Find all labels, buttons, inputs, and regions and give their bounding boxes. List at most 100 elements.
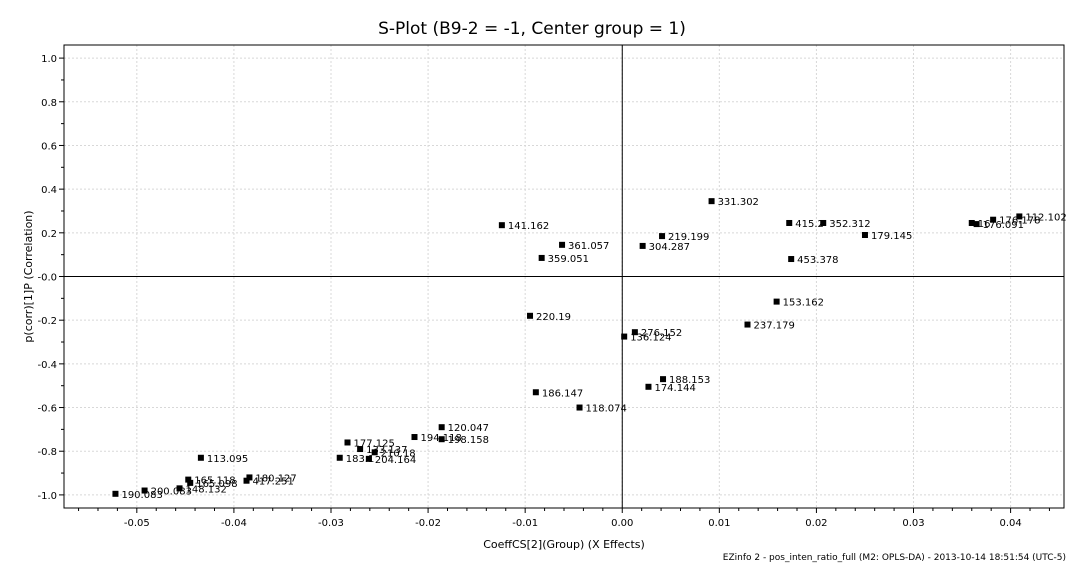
- point-label: 237.179: [753, 321, 794, 332]
- point-label: 200.083: [151, 487, 192, 498]
- point-label: 331.302: [718, 197, 759, 208]
- point-label: 133.137: [366, 445, 407, 456]
- data-point[interactable]: [357, 446, 364, 453]
- point-label: 304.287: [649, 242, 690, 253]
- y-tick-label: -1.0: [37, 491, 57, 502]
- point-label: 165.098: [196, 479, 237, 490]
- data-point[interactable]: [498, 222, 505, 229]
- data-point[interactable]: [786, 219, 793, 226]
- point-label: 210.18: [381, 448, 416, 459]
- data-point[interactable]: [990, 216, 997, 223]
- point-label: 219.199: [668, 232, 709, 243]
- chart-title: S-Plot (B9-2 = -1, Center group = 1): [378, 19, 686, 39]
- point-label: 120.047: [448, 423, 489, 434]
- point-label: 204.164: [375, 455, 416, 466]
- x-tick-label: -0.02: [415, 518, 441, 529]
- y-tick-label: 0.8: [41, 98, 57, 109]
- data-point[interactable]: [645, 383, 652, 390]
- data-point[interactable]: [576, 404, 583, 411]
- x-tick-label: -0.05: [124, 518, 150, 529]
- point-label: 177.125: [353, 438, 394, 449]
- y-tick-label: 1.0: [41, 54, 57, 65]
- point-label: 183.1: [346, 454, 375, 465]
- x-tick-label: 0.04: [999, 518, 1021, 529]
- data-point[interactable]: [532, 389, 539, 396]
- data-point[interactable]: [185, 476, 192, 483]
- data-point[interactable]: [788, 256, 795, 263]
- data-point[interactable]: [246, 474, 253, 481]
- point-label: 16: [978, 219, 991, 230]
- point-label: 359.051: [548, 254, 589, 265]
- y-tick-label: -0.2: [37, 316, 57, 327]
- y-tick-label: 0.6: [41, 141, 57, 152]
- point-label: 112.102: [1025, 212, 1066, 223]
- x-tick-label: 0.00: [611, 518, 633, 529]
- point-label: 141.162: [508, 221, 549, 232]
- data-point[interactable]: [744, 321, 751, 328]
- x-tick-label: 0.02: [805, 518, 827, 529]
- y-tick-label: 0.2: [41, 229, 57, 240]
- y-tick-label: -0.8: [37, 447, 57, 458]
- data-point[interactable]: [639, 242, 646, 249]
- y-tick-label: 0.4: [41, 185, 57, 196]
- data-point[interactable]: [438, 424, 445, 431]
- data-point[interactable]: [344, 439, 351, 446]
- data-point[interactable]: [973, 221, 980, 228]
- axis-ticks: -0.05 -0.04 -0.03 -0.02 -0.01 0.00 0.01 0.02 0.0…: [37, 54, 1050, 529]
- data-point[interactable]: [141, 487, 148, 494]
- zero-lines: [64, 45, 1064, 508]
- x-tick-label: 0.03: [902, 518, 924, 529]
- data-point[interactable]: [773, 298, 780, 305]
- data-point[interactable]: [411, 434, 418, 441]
- data-point[interactable]: [708, 198, 715, 205]
- data-point[interactable]: [621, 333, 628, 340]
- y-tick-label: -0.0: [37, 273, 57, 284]
- data-point[interactable]: [176, 485, 183, 492]
- data-point[interactable]: [527, 312, 534, 319]
- y-tick-label: -0.4: [37, 360, 57, 371]
- data-point[interactable]: [365, 455, 372, 462]
- x-axis-label: CoeffCS[2](Group) (X Effects): [483, 538, 645, 551]
- data-point[interactable]: [631, 329, 638, 336]
- x-tick-label: -0.01: [512, 518, 538, 529]
- data-point[interactable]: [197, 454, 204, 461]
- data-point[interactable]: [660, 376, 667, 383]
- x-tick-label: 0.01: [708, 518, 730, 529]
- data-point[interactable]: [861, 232, 868, 239]
- point-label: 361.057: [568, 241, 609, 252]
- point-label: 415.2: [795, 219, 824, 230]
- point-label: 118.074: [586, 404, 627, 415]
- point-label: 188.153: [669, 375, 710, 386]
- point-label: 220.19: [536, 312, 571, 323]
- data-point[interactable]: [438, 436, 445, 443]
- point-label: 176.178: [999, 216, 1040, 227]
- point-label: 180.127: [255, 473, 296, 484]
- data-point[interactable]: [336, 454, 343, 461]
- data-point[interactable]: [659, 233, 666, 240]
- data-point[interactable]: [187, 479, 194, 486]
- point-label: 176.091: [983, 220, 1024, 231]
- point-label: 453.378: [797, 255, 838, 266]
- y-axis-label: p(corr)[1]P (Correlation): [22, 210, 35, 342]
- data-point[interactable]: [371, 449, 378, 456]
- data-point[interactable]: [538, 254, 545, 261]
- point-label: 113.095: [207, 454, 248, 465]
- data-point[interactable]: [112, 490, 119, 497]
- data-point[interactable]: [1016, 213, 1023, 220]
- data-point[interactable]: [559, 241, 566, 248]
- point-label: 186.147: [542, 388, 583, 399]
- point-label: 148.132: [186, 484, 227, 495]
- point-label: 190.083: [121, 490, 162, 501]
- data-point[interactable]: [243, 477, 250, 484]
- data-point[interactable]: [820, 219, 827, 226]
- point-label: 198.158: [448, 435, 489, 446]
- point-label: 352.312: [829, 219, 870, 230]
- point-label: 165.118: [194, 476, 235, 487]
- point-label: 174.144: [654, 383, 695, 394]
- data-point[interactable]: [968, 219, 975, 226]
- point-label: 276.152: [641, 328, 682, 339]
- point-label: 417.251: [253, 477, 294, 488]
- x-tick-label: -0.03: [318, 518, 344, 529]
